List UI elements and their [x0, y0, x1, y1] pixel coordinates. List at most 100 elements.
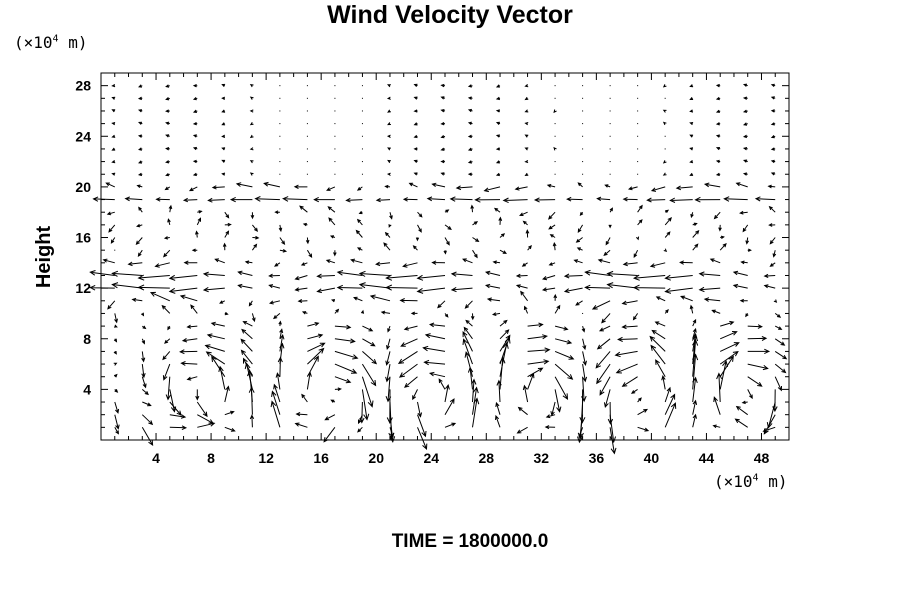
wind-vector: [577, 224, 584, 233]
wind-vector: [637, 219, 643, 226]
wind-vector: [472, 397, 480, 428]
wind-vector: [114, 427, 119, 435]
wind-vector: [361, 389, 370, 421]
wind-vector: [604, 184, 611, 188]
wind-vector: [114, 401, 120, 414]
wind-vector: [603, 249, 611, 257]
wind-vector: [554, 350, 575, 360]
wind-vector: [734, 418, 748, 428]
wind-vector: [330, 399, 336, 403]
wind-vector: [703, 182, 721, 188]
wind-vector: [502, 197, 528, 204]
y-tick-label: 12: [75, 280, 91, 296]
wind-vector: [679, 260, 693, 265]
wind-vector: [361, 376, 374, 408]
wind-vector: [387, 147, 391, 151]
wind-vector: [718, 224, 722, 232]
wind-vector: [387, 122, 391, 126]
wind-vector: [495, 109, 501, 113]
wind-vector: [542, 275, 556, 281]
wind-vector: [637, 426, 650, 432]
wind-vector: [294, 287, 308, 292]
wind-vector: [282, 196, 308, 202]
wind-vector: [669, 197, 693, 203]
wind-vector: [596, 363, 611, 385]
wind-vector: [165, 121, 170, 125]
wind-vector: [249, 160, 254, 164]
wind-vector: [527, 322, 544, 328]
wind-vector: [437, 300, 446, 309]
wind-vector: [533, 197, 556, 203]
wind-vector: [654, 321, 666, 327]
wind-vector: [544, 425, 556, 430]
wind-vector: [515, 284, 528, 289]
wind-vector: [423, 359, 446, 366]
wind-vector: [165, 160, 170, 164]
wind-vector: [307, 333, 324, 340]
wind-vector: [768, 223, 776, 227]
wind-vector: [333, 250, 337, 257]
wind-vector: [362, 338, 376, 347]
wind-vector: [770, 96, 776, 100]
wind-vector: [294, 422, 308, 428]
wind-vector: [105, 182, 116, 188]
wind-vector: [249, 172, 254, 176]
wind-vector: [218, 365, 226, 390]
wind-vector: [499, 233, 506, 238]
wind-vector: [397, 350, 418, 365]
wind-vector: [237, 270, 253, 276]
time-label: TIME =: [391, 531, 454, 552]
wind-vector: [168, 287, 198, 294]
wind-vector: [137, 274, 170, 281]
wind-vector: [520, 290, 529, 302]
wind-vector: [224, 230, 230, 238]
wind-vector: [191, 248, 198, 252]
wind-vector: [385, 364, 391, 383]
wind-vector: [167, 325, 171, 331]
wind-vector: [241, 328, 253, 340]
wind-vector: [240, 338, 253, 352]
wind-vector: [549, 234, 556, 238]
wind-vector: [650, 186, 666, 192]
wind-vector: [205, 351, 226, 365]
wind-vector: [527, 347, 551, 353]
wind-vector: [440, 83, 446, 88]
wind-vector: [279, 237, 286, 246]
wind-vector: [141, 364, 146, 379]
wind-vector: [622, 197, 638, 202]
wind-vector: [655, 296, 666, 302]
wind-vector: [754, 196, 776, 202]
wind-vector: [527, 245, 532, 251]
wind-vector: [168, 204, 173, 213]
wind-vector: [385, 274, 418, 281]
wind-vector: [499, 319, 508, 327]
wind-vector: [747, 248, 752, 252]
wind-vector: [495, 401, 501, 415]
wind-vector: [463, 326, 473, 340]
wind-vector: [522, 220, 528, 226]
wind-vector: [499, 336, 511, 365]
wind-vector: [467, 84, 473, 88]
wind-vector: [316, 273, 335, 279]
wind-vector: [524, 96, 529, 101]
wind-vector: [275, 372, 281, 390]
wind-vector: [251, 243, 258, 251]
wind-vector: [137, 284, 170, 291]
wind-vector: [517, 406, 528, 416]
wind-vector: [155, 197, 170, 202]
wind-vector: [345, 197, 363, 203]
wind-vector: [662, 84, 667, 88]
wind-vector: [770, 159, 776, 164]
wind-vector: [92, 196, 115, 202]
wind-vector: [661, 375, 666, 390]
wind-vector: [307, 342, 326, 352]
wind-vector: [663, 248, 668, 252]
wind-vector: [495, 172, 501, 177]
wind-vector: [522, 384, 529, 403]
wind-vector: [356, 186, 363, 191]
wind-vector: [498, 216, 503, 225]
wind-vector: [493, 207, 501, 213]
wind-vector: [135, 237, 143, 246]
wind-vector: [413, 147, 418, 151]
wind-vector: [680, 295, 693, 302]
